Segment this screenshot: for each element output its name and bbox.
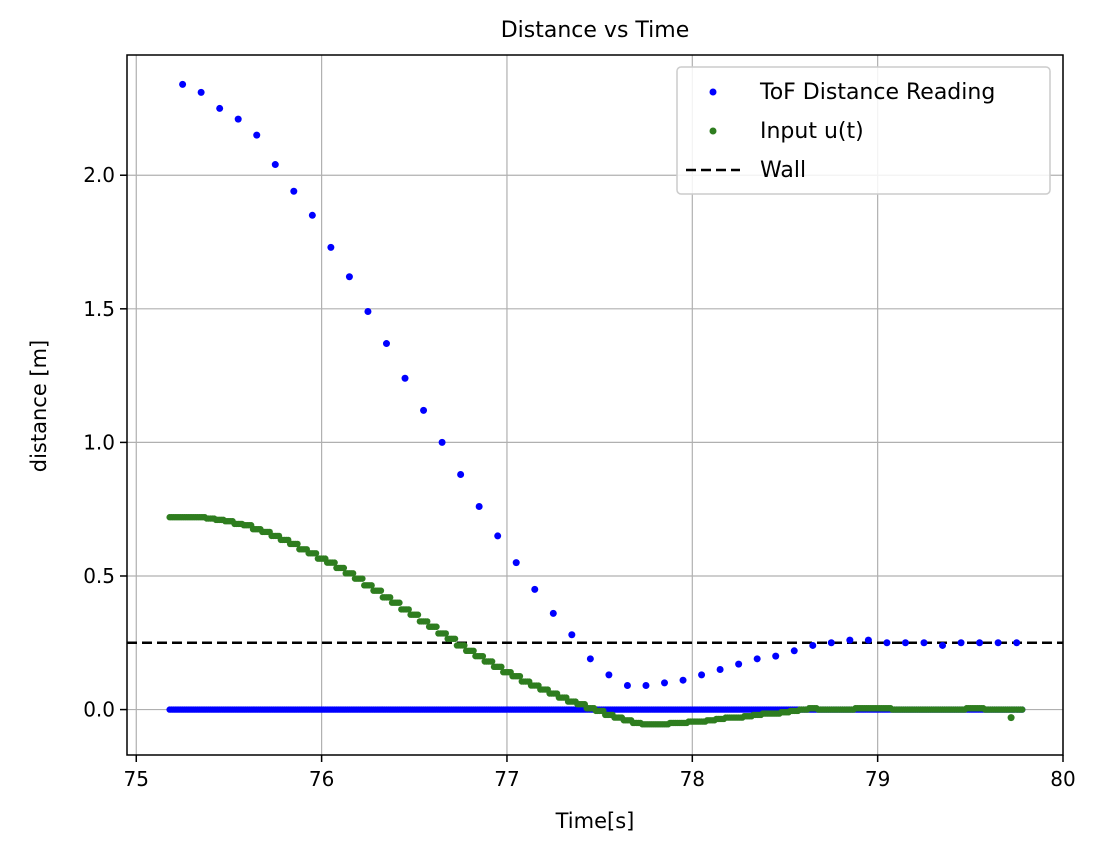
input-series <box>166 514 1026 728</box>
input-point <box>470 647 477 655</box>
tof-point <box>994 639 1002 647</box>
x-axis-ticks: 75 76 77 78 79 80 <box>124 755 1076 791</box>
input-point <box>498 663 505 671</box>
input-point <box>331 559 338 566</box>
input-point <box>488 658 496 665</box>
tof-point <box>475 503 483 511</box>
input-point <box>368 582 375 589</box>
input-point <box>340 564 348 572</box>
input-point <box>386 594 394 601</box>
tof-point <box>271 161 279 169</box>
tof-point <box>772 652 780 660</box>
tof-point <box>494 532 502 540</box>
tof-point <box>420 406 428 414</box>
input-point <box>405 606 412 613</box>
tof-point <box>864 636 872 644</box>
tof-point <box>976 639 984 647</box>
tof-point <box>901 639 909 647</box>
x-tick-label: 75 <box>124 767 149 791</box>
tof-point <box>698 671 706 679</box>
tof-point <box>253 131 261 139</box>
tof-point <box>1013 639 1021 647</box>
x-tick-label: 77 <box>494 767 519 791</box>
tof-point <box>753 655 761 663</box>
legend-label-wall: Wall <box>760 158 806 183</box>
input-point <box>396 599 403 606</box>
tof-point <box>216 104 224 112</box>
tof-point <box>438 438 446 446</box>
tof-point <box>382 340 390 348</box>
input-point <box>461 642 468 649</box>
y-tick-label: 1.0 <box>83 430 115 454</box>
tof-point <box>716 666 724 674</box>
tof-point <box>586 655 594 663</box>
legend: ToF Distance Reading Input u(t) Wall <box>676 66 1051 195</box>
tof-point <box>939 641 947 649</box>
y-axis-label: distance [m] <box>27 340 51 473</box>
tof-series <box>166 80 1026 713</box>
tof-point <box>883 639 891 647</box>
input-point <box>479 652 487 660</box>
tof-point <box>234 115 242 123</box>
legend-label-tof: ToF Distance Reading <box>759 80 995 105</box>
tof-point <box>679 676 687 684</box>
tof-point <box>345 273 353 281</box>
tof-point <box>401 374 409 382</box>
x-axis-label: Time[s] <box>555 809 635 833</box>
tof-point <box>531 585 539 593</box>
tof-point <box>327 243 335 251</box>
tof-point <box>623 682 631 690</box>
legend-box <box>676 66 1051 195</box>
x-tick-label: 79 <box>865 767 890 791</box>
tof-point <box>197 88 205 96</box>
tof-point <box>512 559 520 567</box>
input-point <box>451 635 459 642</box>
input-point <box>1019 706 1026 713</box>
input-point <box>312 550 320 557</box>
legend-marker-input <box>709 127 717 135</box>
input-point <box>359 575 366 582</box>
tof-point <box>364 307 372 315</box>
input-point <box>377 587 385 594</box>
input-point <box>442 630 449 637</box>
tof-point <box>290 187 298 195</box>
tof-point <box>809 641 817 649</box>
tof-point <box>957 639 965 647</box>
y-tick-label: 0.0 <box>83 698 115 722</box>
input-point <box>349 570 357 577</box>
chart-title: Distance vs Time <box>501 18 690 43</box>
tof-point <box>642 682 650 690</box>
input-point <box>516 672 524 680</box>
x-tick-label: 80 <box>1050 767 1075 791</box>
x-tick-label: 78 <box>680 767 705 791</box>
input-point <box>424 618 431 625</box>
tof-point <box>308 211 316 219</box>
x-tick-label: 76 <box>309 767 334 791</box>
tof-point <box>549 609 557 617</box>
tof-point <box>605 671 613 679</box>
tof-point <box>827 639 835 647</box>
input-point <box>414 611 422 618</box>
y-tick-label: 0.5 <box>83 564 115 588</box>
input-point <box>1007 714 1015 722</box>
tof-point <box>920 639 928 647</box>
tof-point <box>846 636 854 644</box>
tof-point <box>735 660 743 668</box>
tof-point <box>661 679 669 687</box>
y-axis-ticks: 0.0 0.5 1.0 1.5 2.0 <box>83 163 127 722</box>
legend-label-input: Input u(t) <box>760 119 864 144</box>
input-point <box>294 540 301 548</box>
tof-point <box>790 647 798 655</box>
tof-point <box>568 631 576 639</box>
y-tick-label: 1.5 <box>83 297 115 321</box>
input-point <box>433 623 440 630</box>
tof-point <box>457 470 465 478</box>
y-tick-label: 2.0 <box>83 163 115 187</box>
legend-marker-tof <box>709 88 717 96</box>
tof-point <box>179 80 187 88</box>
plot-frame <box>126 54 1064 756</box>
